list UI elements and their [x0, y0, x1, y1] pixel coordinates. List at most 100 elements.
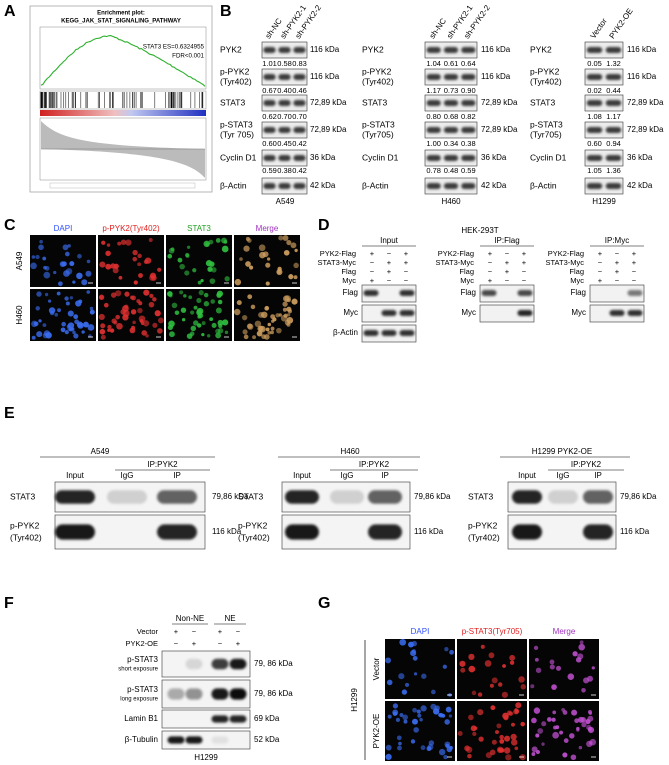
- band: [461, 100, 476, 106]
- hit-frame: [39, 90, 207, 110]
- band: [517, 290, 533, 296]
- band: [293, 74, 306, 80]
- blot-label: β-Actin: [362, 180, 389, 190]
- sign: +: [488, 276, 493, 285]
- channel-label: STAT3: [187, 224, 211, 233]
- band: [185, 658, 203, 670]
- cell: [39, 239, 43, 244]
- cell: [261, 334, 267, 340]
- cell: [387, 714, 392, 719]
- cell: [531, 752, 536, 756]
- cell: [143, 289, 150, 296]
- band: [586, 100, 603, 106]
- cell: [89, 309, 95, 315]
- cell: [444, 741, 451, 748]
- band: [263, 127, 276, 133]
- cell: [533, 707, 541, 714]
- channel-label: Merge: [553, 627, 576, 636]
- lane-header: IP: [381, 471, 389, 480]
- cell: [53, 270, 57, 275]
- cell: [395, 717, 401, 723]
- cell: [488, 652, 495, 659]
- cell: [203, 301, 210, 307]
- quant-value: 0.42: [292, 139, 307, 148]
- cell-line: A549: [91, 447, 110, 456]
- cell: [192, 268, 197, 273]
- cell: [76, 272, 83, 280]
- gsea-title: Enrichment plot:: [97, 11, 145, 17]
- quant-value: 0.60: [587, 139, 602, 148]
- gsea-title: KEGG_JAK_STAT_SIGNALING_PATHWAY: [61, 19, 181, 25]
- cell: [61, 321, 66, 327]
- cell: [99, 328, 106, 335]
- cell: [36, 291, 42, 297]
- cell: [541, 742, 545, 746]
- quant-value: 0.58: [277, 59, 292, 68]
- cell: [278, 313, 282, 317]
- cell: [67, 327, 72, 331]
- cell-line: A549: [276, 197, 295, 206]
- cell: [579, 640, 584, 645]
- band: [426, 127, 441, 133]
- blot: [361, 284, 417, 303]
- cell: [577, 716, 584, 723]
- band: [263, 155, 276, 161]
- condition-label: PYK2-OE: [125, 639, 158, 648]
- cell: [138, 273, 143, 278]
- cell: [412, 707, 417, 713]
- cell: [531, 746, 538, 753]
- cell: [113, 320, 118, 325]
- cell: [457, 730, 463, 736]
- cell: [448, 714, 453, 718]
- band: [426, 183, 441, 189]
- sign: −: [615, 249, 620, 258]
- cell: [243, 245, 250, 252]
- kda-label: 72,89 kDa: [627, 125, 664, 134]
- cell: [99, 261, 106, 268]
- cell: [110, 263, 116, 269]
- cell: [264, 306, 269, 311]
- panel-letter: A: [4, 3, 16, 20]
- cell: [110, 292, 117, 298]
- cell: [64, 251, 70, 257]
- cell: [499, 748, 504, 753]
- cell: [276, 327, 282, 334]
- sign: +: [404, 249, 409, 258]
- kda-label: 79,86 kDa: [620, 492, 657, 501]
- cell: [193, 320, 199, 326]
- panel-letter: B: [220, 3, 232, 20]
- cell: [442, 664, 447, 669]
- cell: [571, 709, 578, 716]
- cell: [180, 307, 187, 313]
- cell: [491, 677, 498, 684]
- blot-sublabel: short exposure: [118, 667, 158, 673]
- cell: [252, 335, 257, 340]
- cell-line: H1299: [592, 197, 616, 206]
- cell: [247, 238, 252, 243]
- cell: [290, 242, 297, 249]
- cell: [546, 717, 552, 722]
- cell: [64, 296, 69, 301]
- cell: [210, 299, 216, 304]
- cell: [588, 711, 593, 716]
- band: [586, 183, 603, 189]
- condition-label: Flag: [459, 267, 474, 276]
- condition-label: STAT3-Myc: [546, 258, 585, 267]
- cell: [205, 260, 213, 267]
- cell: [124, 291, 130, 297]
- cell: [217, 299, 223, 305]
- sign: −: [505, 249, 510, 258]
- blot: [584, 177, 624, 195]
- blot-label: (Tyr402): [10, 532, 42, 542]
- cell: [443, 754, 448, 760]
- cell: [209, 317, 214, 322]
- blot-label: p-STAT3: [127, 655, 158, 664]
- cell: [501, 691, 508, 698]
- quant-value: 0.61: [444, 59, 459, 68]
- cell-line: H1299: [194, 753, 218, 762]
- cell: [446, 746, 453, 753]
- kda-label: 79,86 kDa: [414, 492, 451, 501]
- blot-label: Cyclin D1: [530, 152, 567, 162]
- kda-label: 116 kDa: [620, 527, 650, 536]
- cell: [404, 682, 410, 688]
